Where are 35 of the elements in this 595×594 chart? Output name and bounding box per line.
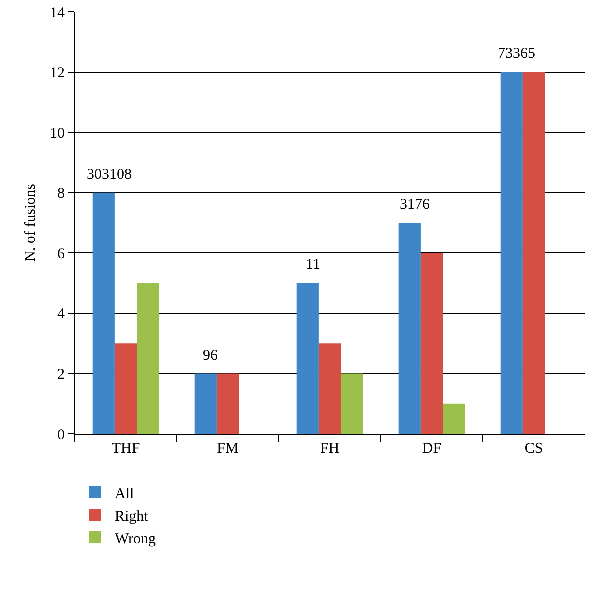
x-tick-label: FM — [217, 441, 239, 457]
y-tick-label: 2 — [58, 366, 65, 383]
legend-label: Wrong — [115, 531, 157, 548]
legend-label: Right — [115, 508, 150, 525]
y-tick-label: 14 — [50, 5, 66, 22]
annotation: 3176 — [400, 197, 430, 213]
y-tick-label: 10 — [50, 126, 65, 142]
x-tick-label: CS — [524, 441, 544, 457]
bar — [318, 344, 342, 434]
annotation: 96 — [203, 348, 218, 364]
bar — [296, 283, 319, 434]
bar — [420, 253, 444, 434]
annotation: 303108 — [87, 167, 132, 183]
y-tick-label: 12 — [50, 66, 65, 82]
legend-label: All — [115, 486, 134, 502]
bar — [398, 223, 421, 434]
y-tick-label: 6 — [58, 246, 66, 262]
y-tick-label: 8 — [58, 186, 65, 202]
x-tick-label: DF — [422, 441, 442, 457]
bar — [500, 72, 523, 434]
x-tick-label: FH — [320, 441, 340, 457]
bar — [341, 374, 364, 434]
bar — [443, 404, 466, 434]
bar — [216, 374, 240, 434]
y-axis-title: N. of fusions — [23, 184, 39, 262]
bar — [114, 344, 138, 434]
y-tick-label: 0 — [58, 427, 65, 444]
bar — [137, 283, 160, 434]
bar — [522, 72, 546, 434]
annotation: 73365 — [498, 46, 536, 62]
bar — [92, 192, 115, 434]
bar — [194, 374, 217, 434]
annotation: 11 — [306, 257, 320, 273]
y-tick-label: 4 — [58, 306, 66, 323]
x-tick-label: THF — [112, 441, 140, 457]
